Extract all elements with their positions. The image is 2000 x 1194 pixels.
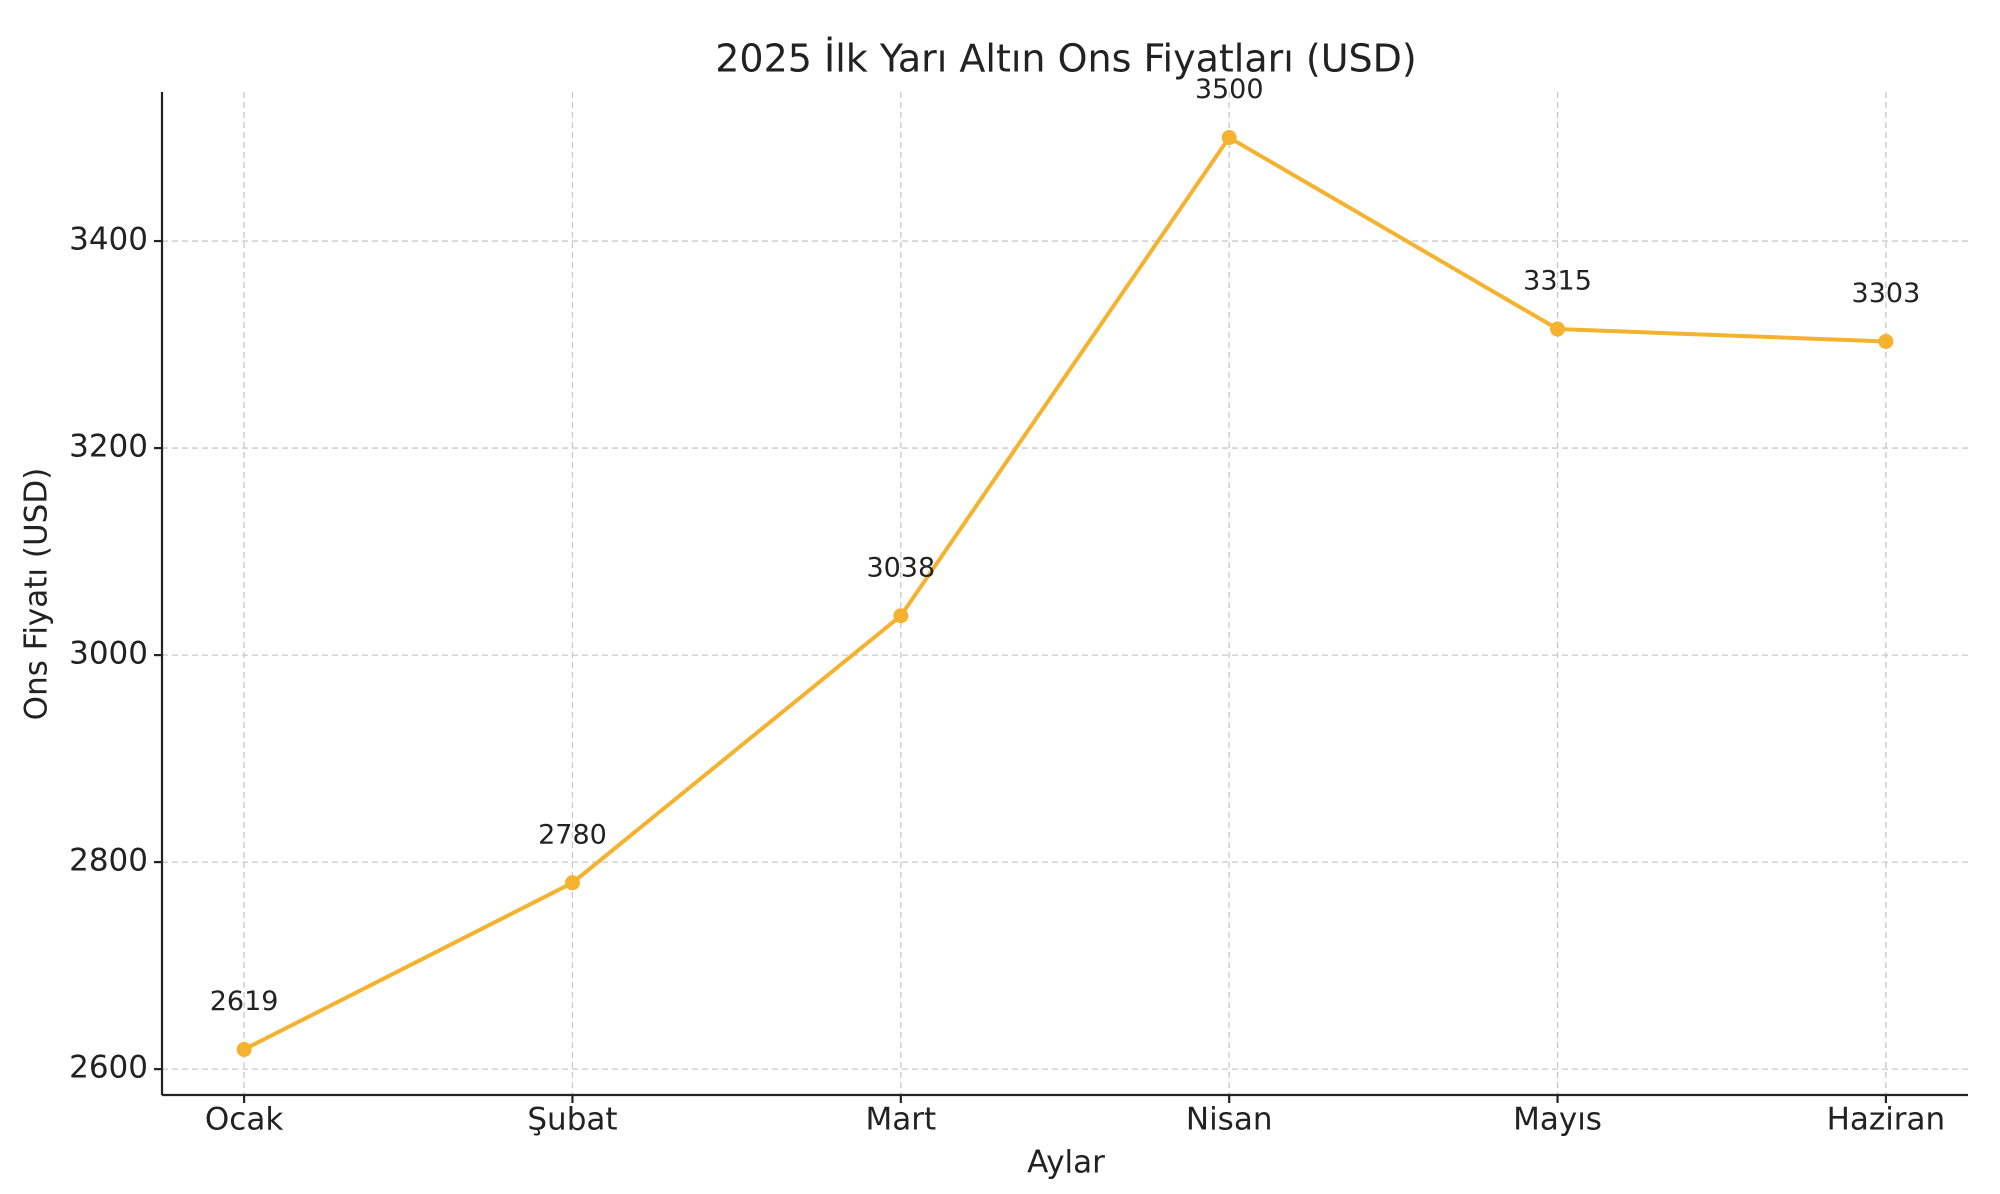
x-tick-label: Haziran [1827, 1102, 1946, 1138]
x-axis-label: Aylar [1027, 1145, 1105, 1181]
x-tick-label: Mart [865, 1102, 936, 1138]
y-tick-label: 3000 [69, 636, 148, 672]
x-tick-label: Ocak [205, 1102, 283, 1138]
data-point [236, 1041, 252, 1057]
y-axis-label: Ons Fiyatı (USD) [19, 468, 55, 721]
data-point [1550, 321, 1566, 337]
value-label: 3500 [1195, 74, 1264, 105]
x-tick-label: Mayıs [1513, 1102, 1602, 1138]
x-tick-label: Nisan [1186, 1102, 1273, 1138]
data-point [1221, 130, 1237, 146]
value-label: 3303 [1852, 278, 1921, 309]
value-label: 3315 [1523, 266, 1592, 297]
chart-title: 2025 İlk Yarı Altın Ons Fiyatları (USD) [715, 37, 1416, 81]
y-tick-label: 3200 [69, 429, 148, 465]
data-line [243, 135, 1886, 1052]
y-tick-label: 2600 [69, 1050, 148, 1086]
data-point [893, 608, 909, 624]
data-point [1878, 333, 1894, 349]
value-label: 3038 [866, 552, 935, 583]
value-label: 2619 [210, 986, 279, 1017]
x-tick-label: Şubat [527, 1102, 617, 1138]
data-point [564, 875, 580, 891]
y-tick-label: 2800 [69, 843, 148, 879]
y-tick-label: 3400 [69, 222, 148, 258]
value-label: 2780 [538, 819, 607, 850]
